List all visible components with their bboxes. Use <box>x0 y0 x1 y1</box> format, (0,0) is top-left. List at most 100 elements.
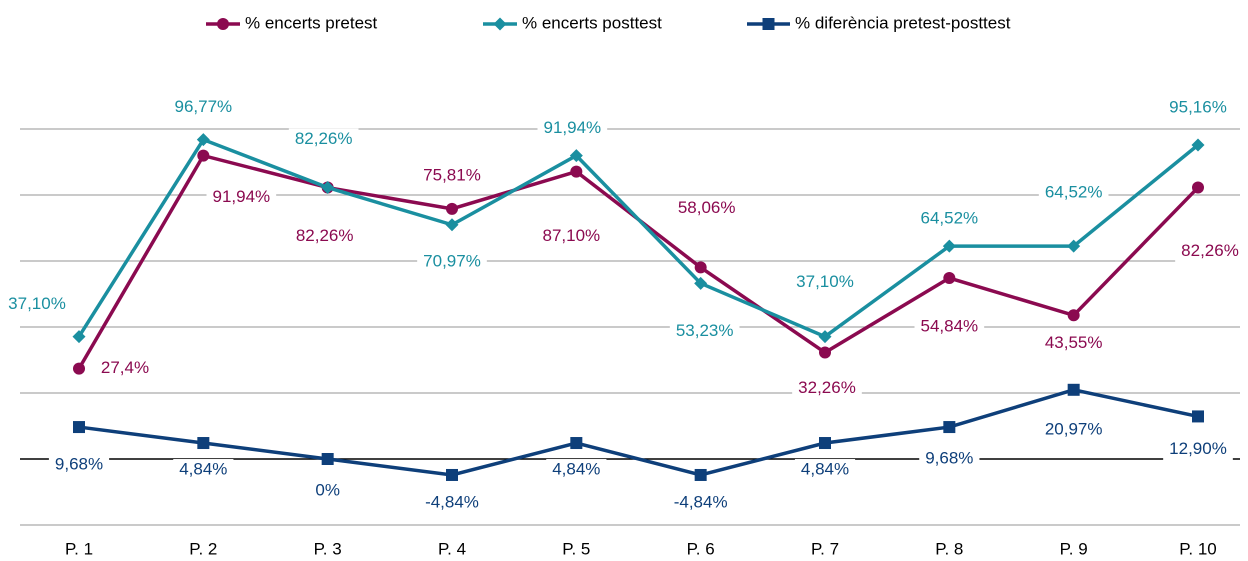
x-tick-label: P. 8 <box>935 539 963 558</box>
label-bg <box>419 491 485 514</box>
label-bg <box>914 208 985 231</box>
label-bg <box>546 459 607 482</box>
series-line <box>78 387 1199 477</box>
label-bg <box>919 448 980 471</box>
data-label: 64,52% <box>1045 183 1103 202</box>
data-label: 87,10% <box>542 226 600 245</box>
point <box>1067 383 1080 396</box>
legend-marker <box>217 18 229 30</box>
point <box>694 276 708 290</box>
data-label: -4,84% <box>674 492 728 511</box>
point <box>943 421 956 434</box>
point <box>570 437 583 450</box>
label-bg <box>790 271 860 294</box>
data-label: 0% <box>315 480 340 499</box>
point <box>445 218 459 232</box>
data-label: 70,97% <box>423 251 481 270</box>
x-tick-label: P. 5 <box>562 539 590 558</box>
point <box>694 261 707 274</box>
legend-label: % diferència pretest-posttest <box>795 13 1011 32</box>
label-bg <box>1175 240 1245 263</box>
x-tick-label: P. 7 <box>811 539 839 558</box>
point <box>446 202 458 215</box>
data-label: 82,26% <box>296 226 354 245</box>
label-bg <box>206 186 277 209</box>
label-bg <box>669 320 740 343</box>
legend-marker <box>493 17 507 31</box>
label-bg <box>289 225 360 248</box>
data-label: 4,84% <box>552 460 600 479</box>
data-label: 96,77% <box>174 97 232 116</box>
label-bg <box>417 250 487 273</box>
data-label: 43,55% <box>1045 333 1103 352</box>
point <box>1067 239 1081 253</box>
point <box>818 330 832 344</box>
data-label: 4,84% <box>801 460 849 479</box>
label-bg <box>536 225 607 248</box>
label-bg <box>417 164 487 187</box>
label-bg <box>667 491 734 514</box>
label-bg <box>1163 438 1233 461</box>
point <box>72 330 86 344</box>
point <box>197 437 210 450</box>
point <box>196 133 210 147</box>
point <box>321 453 334 465</box>
label-bg <box>1038 332 1109 355</box>
data-label: 4,84% <box>179 460 227 479</box>
label-bg <box>1038 182 1109 205</box>
point <box>446 468 458 481</box>
point <box>1192 181 1204 194</box>
legend-label: % encerts posttest <box>522 13 662 32</box>
x-tick-label: P. 2 <box>189 539 217 558</box>
x-tick-label: P. 9 <box>1060 539 1088 558</box>
label-bg <box>914 316 985 339</box>
data-label: 82,26% <box>295 129 353 148</box>
label-bg <box>671 197 742 220</box>
point <box>694 468 707 481</box>
point <box>1191 138 1205 152</box>
data-label: 53,23% <box>676 321 734 340</box>
series-line <box>77 137 1200 339</box>
x-tick-label: P. 1 <box>65 539 93 558</box>
data-label: 37,10% <box>8 294 66 313</box>
label-bg <box>2 293 72 316</box>
point <box>819 437 831 450</box>
label-bg <box>1163 96 1233 119</box>
x-tick-label: P. 10 <box>1179 539 1217 558</box>
point <box>73 421 85 434</box>
data-label: 9,68% <box>925 449 973 468</box>
point <box>73 362 85 375</box>
point <box>943 272 956 285</box>
point <box>942 239 956 253</box>
point <box>321 181 335 195</box>
data-label: 37,10% <box>796 272 854 291</box>
x-tick-label: P. 6 <box>687 539 715 558</box>
data-label: 58,06% <box>678 198 736 217</box>
data-label: 64,52% <box>920 209 978 228</box>
point <box>1192 410 1204 423</box>
data-label: 27,4% <box>101 358 149 377</box>
label-bg <box>168 96 239 119</box>
label-bg <box>794 459 856 482</box>
x-tick-label: P. 4 <box>438 539 466 558</box>
label-bg <box>94 357 156 380</box>
data-label: 75,81% <box>423 165 481 184</box>
point <box>570 165 583 178</box>
label-bg <box>309 480 346 502</box>
label-bg <box>173 459 234 482</box>
data-label: 54,84% <box>920 317 978 336</box>
data-label: 32,26% <box>798 378 856 397</box>
x-tick-label: P. 3 <box>314 539 342 558</box>
point <box>819 346 831 359</box>
label-bg <box>537 117 608 140</box>
data-label: 91,94% <box>212 187 270 206</box>
point <box>1067 309 1080 322</box>
data-label: 9,68% <box>55 455 103 474</box>
data-label: 82,26% <box>1181 241 1239 260</box>
label-bg <box>1038 418 1109 441</box>
data-label: -4,84% <box>425 492 479 511</box>
label-bg <box>48 454 110 477</box>
label-bg <box>288 128 359 151</box>
data-label: 95,16% <box>1169 97 1227 116</box>
